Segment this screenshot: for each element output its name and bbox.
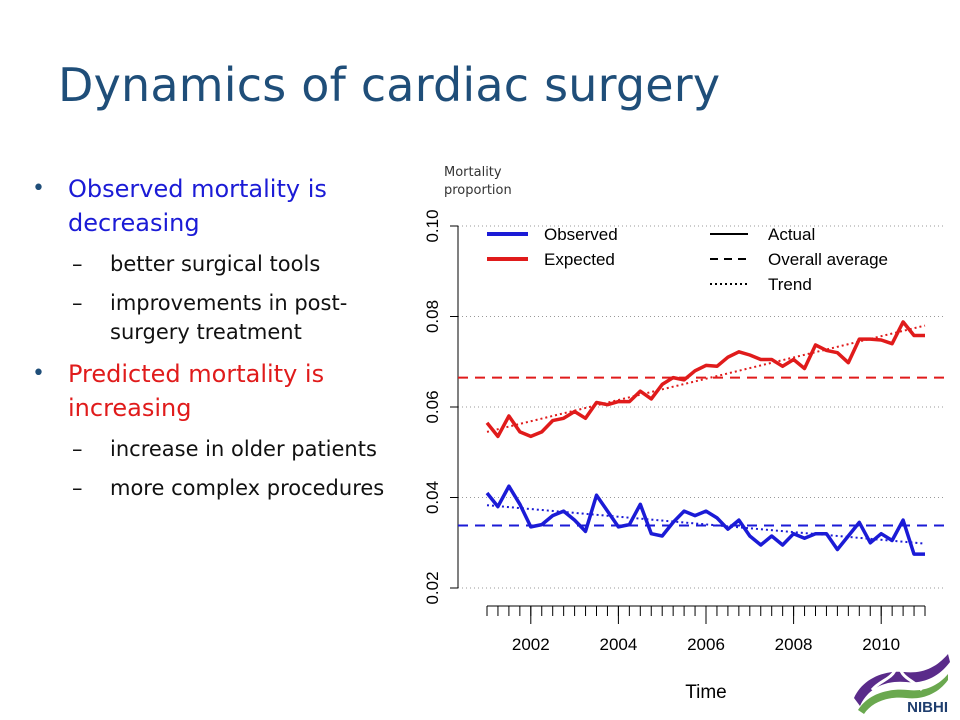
y-tick-label: 0.10 (423, 209, 442, 242)
sub-bullet-text: better surgical tools (110, 252, 321, 276)
bullet-predicted: • Predicted mortality is increasing (30, 357, 400, 425)
dash-icon: – (72, 476, 83, 500)
sub-bullet-text: improvements in post-surgery treatment (110, 291, 348, 344)
chart-legend: Observed Expected Actual Overall average Tre… (487, 225, 888, 294)
x-tick-label: 2006 (687, 635, 725, 654)
legend-label-expected: Expected (544, 250, 615, 269)
bullet-predicted-text: Predicted mortality is increasing (68, 360, 325, 422)
dash-icon: – (72, 291, 83, 315)
y-tick-label: 0.02 (423, 571, 442, 604)
x-tick-label: 2002 (512, 635, 550, 654)
chart-series (458, 320, 946, 556)
x-axis-label: Time (685, 682, 727, 703)
sub-bullet: – better surgical tools (30, 250, 400, 279)
bullet-list: • Observed mortality is decreasing – bet… (30, 172, 400, 513)
legend-label-solid: Actual (768, 225, 815, 244)
y-axis: 0.02 0.04 0.06 0.08 0.10 (423, 209, 459, 605)
y-axis-label-line1: Mortality (444, 165, 502, 180)
sub-bullet-text: increase in older patients (110, 437, 377, 461)
slide-title: Dynamics of cardiac surgery (58, 58, 721, 112)
legend-label-observed: Observed (544, 225, 618, 244)
x-tick-label: 2004 (599, 635, 637, 654)
bullet-observed: • Observed mortality is decreasing (30, 172, 400, 240)
sub-bullet: – improvements in post-surgery treatment (30, 289, 400, 347)
series-line-observed (485, 484, 925, 556)
dash-icon: – (72, 252, 83, 276)
x-tick-label: 2008 (775, 635, 813, 654)
bullet-observed-text: Observed mortality is decreasing (68, 175, 327, 237)
bullet-dot-icon: • (32, 361, 45, 386)
trend-line-observed (486, 504, 926, 545)
logo-text: NIBHI (907, 699, 948, 714)
sub-bullet: – increase in older patients (30, 435, 400, 464)
sub-bullet-text: more complex procedures (110, 476, 385, 500)
x-axis: 2002 2004 2006 2008 2010 (486, 605, 926, 654)
series-line-expected (485, 320, 925, 439)
nibhi-logo: NIBHI (854, 654, 950, 714)
y-tick-label: 0.08 (423, 300, 442, 333)
chart-grid (458, 225, 946, 589)
y-tick-label: 0.04 (423, 481, 442, 514)
y-axis-label-line2: proportion (444, 183, 512, 198)
y-tick-label: 0.06 (423, 390, 442, 423)
sub-bullet: – more complex procedures (30, 474, 400, 503)
x-tick-label: 2010 (862, 635, 900, 654)
legend-label-dotted: Trend (768, 275, 812, 294)
trend-line-expected (486, 324, 926, 433)
dash-icon: – (72, 437, 83, 461)
legend-label-dashed: Overall average (768, 250, 888, 269)
bullet-dot-icon: • (32, 176, 45, 201)
